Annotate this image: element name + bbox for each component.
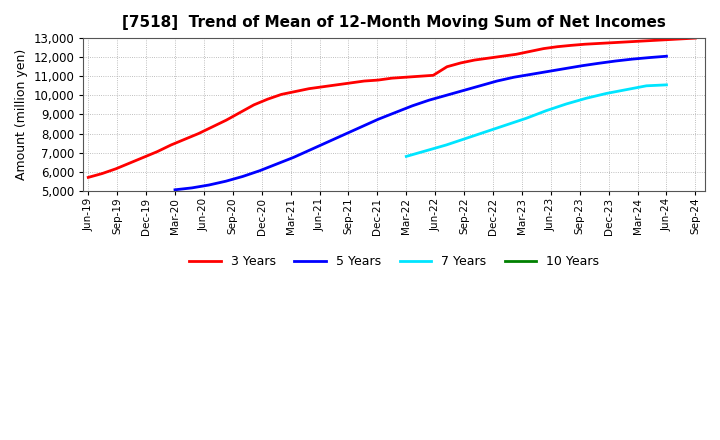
Legend: 3 Years, 5 Years, 7 Years, 10 Years: 3 Years, 5 Years, 7 Years, 10 Years [184,250,604,273]
Y-axis label: Amount (million yen): Amount (million yen) [15,49,28,180]
Title: [7518]  Trend of Mean of 12-Month Moving Sum of Net Incomes: [7518] Trend of Mean of 12-Month Moving … [122,15,666,30]
